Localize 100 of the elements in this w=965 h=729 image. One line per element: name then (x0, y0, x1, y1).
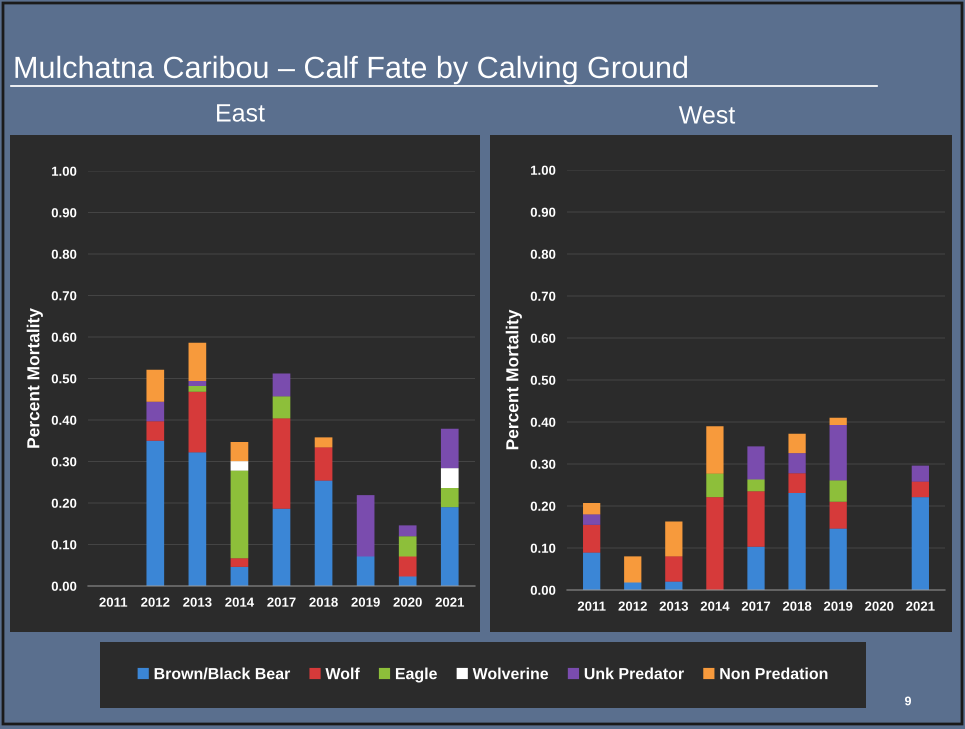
bar (665, 556, 682, 582)
bar (583, 503, 600, 514)
bar (398, 525, 417, 536)
y-tick-label: 0.00 (52, 582, 76, 591)
y-tick-label: 1.00 (52, 166, 76, 176)
bar (665, 582, 682, 590)
y-tick-label: 0.60 (52, 332, 76, 342)
legend-label: Wolf (325, 668, 360, 680)
y-axis-title: Percent Mortality (506, 310, 522, 450)
x-tick-label: 2011 (578, 601, 606, 611)
y-tick-label: 0.80 (530, 250, 556, 259)
bar (272, 418, 290, 509)
y-tick-label: 0.20 (530, 502, 556, 511)
bar (272, 396, 290, 418)
chart-title: Mulchatna Caribou – Calf Fate by Calving Ground (16, 56, 687, 84)
bar (230, 442, 248, 462)
text: 9 (904, 696, 912, 706)
bar (788, 453, 806, 474)
y-tick-label: 0.10 (530, 544, 556, 553)
y-tick-label: 0.00 (530, 586, 556, 595)
x-tick-label: 2017 (267, 597, 296, 607)
bar (706, 497, 724, 590)
x-tick-label: 2012 (618, 601, 647, 611)
bar (146, 421, 164, 441)
bar (188, 386, 206, 392)
x-tick-label: 2014 (225, 597, 254, 607)
legend-label: Wolverine (472, 668, 548, 680)
x-tick-label: 2014 (700, 601, 730, 611)
legend-label: Brown/Black Bear (154, 668, 290, 680)
bar (398, 536, 417, 557)
bar (188, 380, 206, 386)
y-tick-label: 0.90 (530, 208, 556, 217)
bar (440, 488, 459, 508)
bar (830, 424, 847, 480)
bar (146, 370, 164, 402)
bar (440, 468, 459, 488)
bar (624, 556, 642, 582)
y-tick-label: 0.70 (530, 292, 556, 301)
bar (583, 514, 600, 525)
bar (830, 502, 847, 529)
x-tick-label: 2019 (351, 597, 380, 607)
bar (230, 566, 248, 586)
bar (230, 461, 248, 471)
bar (583, 552, 600, 590)
y-tick-label: 0.30 (530, 460, 556, 469)
bar (747, 480, 765, 492)
bar (272, 374, 290, 396)
bar (314, 480, 332, 586)
x-tick-label: 2018 (309, 597, 338, 607)
chart-subtitle: East (217, 104, 265, 122)
y-tick-label: 0.60 (530, 334, 556, 343)
y-tick-label: 0.40 (52, 416, 76, 425)
legend-label: Eagle (396, 668, 437, 682)
bar (356, 495, 374, 557)
x-tick-label: 2018 (782, 601, 812, 611)
y-tick-label: 0.50 (530, 376, 556, 385)
bar (706, 474, 724, 498)
bar (912, 497, 929, 590)
bar (188, 392, 206, 452)
bar (398, 556, 417, 576)
x-tick-label: 2012 (141, 597, 170, 607)
chart-subtitle: West (678, 106, 736, 124)
bar (440, 507, 459, 586)
x-tick-label: 2020 (393, 597, 422, 607)
y-tick-label: 0.90 (52, 208, 76, 218)
bar (788, 492, 806, 590)
bar (665, 522, 682, 556)
bar (912, 482, 929, 498)
bar (830, 480, 847, 502)
bar (314, 437, 332, 448)
bar (747, 546, 765, 590)
bar (272, 508, 290, 586)
x-tick-label: 2021 (436, 597, 464, 607)
x-tick-label: 2021 (906, 601, 935, 611)
bar (146, 402, 164, 422)
y-tick-label: 0.80 (52, 250, 76, 259)
y-tick-label: 0.20 (52, 498, 76, 508)
x-tick-label: 2013 (183, 597, 212, 607)
bar (912, 466, 929, 482)
x-tick-label: 2013 (660, 601, 688, 611)
y-tick-label: 0.30 (52, 457, 76, 466)
x-tick-label: 2017 (742, 601, 770, 611)
bar (440, 428, 459, 468)
legend-label: Non Predation (720, 668, 828, 680)
y-axis-title: Percent Mortality (26, 308, 43, 448)
y-tick-label: 0.40 (530, 418, 556, 427)
bar (706, 426, 724, 474)
bar (188, 342, 206, 381)
bar (747, 446, 765, 480)
y-tick-label: 0.10 (52, 540, 76, 550)
bar (188, 452, 206, 586)
x-tick-label: 2011 (99, 597, 128, 607)
bar (624, 582, 642, 590)
bar (230, 470, 248, 558)
bar (146, 440, 164, 586)
bar (583, 524, 600, 553)
x-tick-label: 2019 (824, 601, 852, 611)
bar (314, 447, 332, 481)
y-tick-label: 0.50 (52, 374, 76, 384)
bar (830, 528, 847, 590)
